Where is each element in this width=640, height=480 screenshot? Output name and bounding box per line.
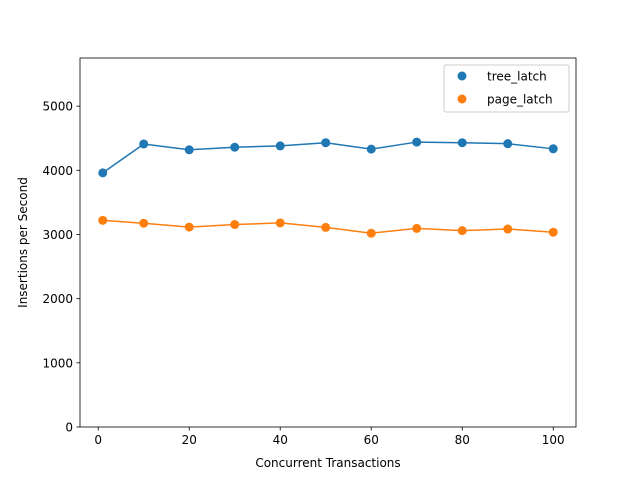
- y-ticks: 0 1000 2000 3000 4000 5000: [42, 100, 80, 435]
- x-axis-label: Concurrent Transactions: [255, 456, 400, 470]
- data-point-tree_latch: [412, 137, 422, 147]
- x-tick-label: 40: [273, 433, 288, 447]
- data-point-tree_latch: [184, 145, 194, 155]
- x-tick-label: 20: [182, 433, 197, 447]
- data-point-tree_latch: [275, 141, 285, 151]
- data-point-page_latch: [275, 218, 285, 228]
- data-point-tree_latch: [321, 138, 331, 148]
- series-layer: [98, 137, 558, 238]
- y-tick-label: 1000: [42, 356, 73, 370]
- legend-marker-page_latch: [457, 94, 467, 104]
- data-point-page_latch: [184, 222, 194, 232]
- y-tick-label: 2000: [42, 292, 73, 306]
- data-point-tree_latch: [503, 139, 513, 149]
- data-point-page_latch: [230, 220, 240, 230]
- x-tick-label: 60: [364, 433, 379, 447]
- plot-area: [80, 58, 576, 427]
- legend: tree_latch page_latch: [443, 64, 570, 113]
- data-point-page_latch: [366, 228, 376, 238]
- data-point-page_latch: [457, 226, 467, 236]
- y-tick-label: 0: [65, 421, 73, 435]
- data-point-tree_latch: [98, 168, 108, 178]
- y-tick-label: 5000: [42, 100, 73, 114]
- x-tick-label: 80: [455, 433, 470, 447]
- legend-marker-tree_latch: [457, 71, 467, 81]
- y-axis-label: Insertions per Second: [16, 177, 30, 308]
- data-point-page_latch: [548, 227, 558, 237]
- data-point-tree_latch: [139, 139, 149, 149]
- legend-label-page_latch: page_latch: [487, 93, 553, 107]
- axes-layer: [79, 57, 577, 428]
- axes-frame: [79, 57, 577, 428]
- data-point-tree_latch: [366, 144, 376, 154]
- data-point-tree_latch: [548, 144, 558, 154]
- data-point-page_latch: [503, 224, 513, 234]
- legend-box: [443, 64, 570, 113]
- y-tick-label: 3000: [42, 228, 73, 242]
- data-point-tree_latch: [457, 138, 467, 148]
- data-point-page_latch: [412, 223, 422, 233]
- x-tick-label: 100: [542, 433, 565, 447]
- x-ticks: 0 20 40 60 80 100: [94, 427, 565, 447]
- legend-label-tree_latch: tree_latch: [487, 70, 547, 84]
- data-point-page_latch: [139, 218, 149, 228]
- data-point-page_latch: [321, 222, 331, 232]
- x-tick-label: 0: [94, 433, 102, 447]
- legend-entries: tree_latch page_latch: [457, 70, 553, 107]
- data-point-tree_latch: [230, 142, 240, 152]
- data-point-page_latch: [98, 215, 108, 225]
- y-tick-label: 4000: [42, 164, 73, 178]
